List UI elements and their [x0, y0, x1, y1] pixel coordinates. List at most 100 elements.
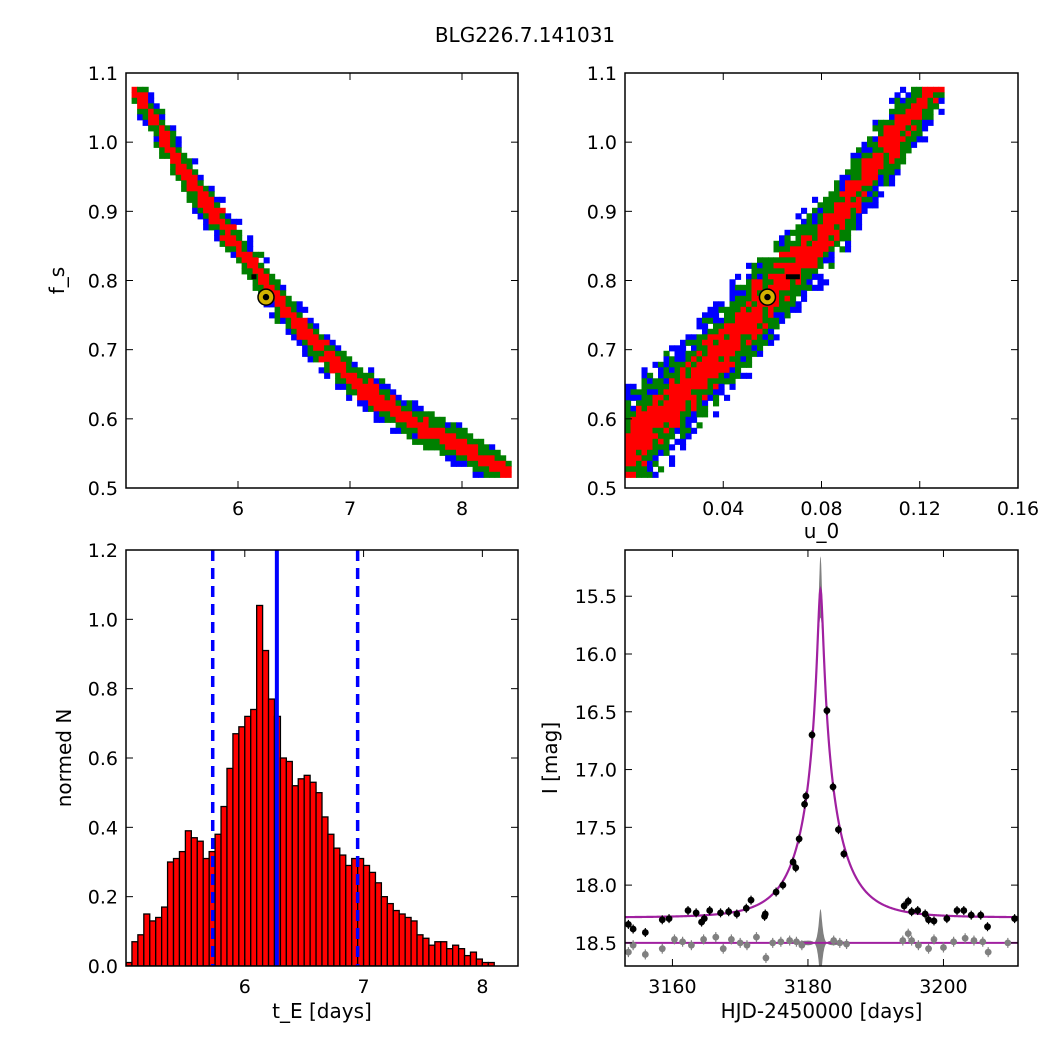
- cell-blue: [911, 141, 918, 148]
- cell-red: [691, 367, 698, 374]
- cell-green: [164, 152, 171, 159]
- cell-red: [461, 449, 468, 456]
- cell-red: [674, 383, 681, 390]
- cell-green: [757, 268, 764, 275]
- residual-point: [658, 945, 666, 953]
- cell-red: [186, 185, 193, 192]
- cell-red: [663, 411, 670, 418]
- cell-red: [641, 416, 648, 423]
- residual-point: [961, 934, 969, 942]
- cell-green: [489, 471, 496, 478]
- cell-red: [203, 202, 210, 209]
- cell-red: [197, 191, 204, 198]
- cell-green: [423, 444, 430, 451]
- cell-red: [467, 444, 474, 451]
- residual-point: [625, 948, 632, 956]
- data-point: [925, 916, 932, 924]
- cell-green: [894, 158, 901, 165]
- cell-red: [696, 372, 703, 379]
- cell-blue: [192, 158, 199, 165]
- cell-red: [817, 251, 824, 258]
- cell-green: [812, 229, 819, 236]
- cell-blue: [368, 367, 375, 374]
- cell-green: [718, 306, 725, 313]
- cell-red: [894, 130, 901, 137]
- cell-red: [850, 191, 857, 198]
- cell-green: [817, 202, 824, 209]
- cell-green: [779, 268, 786, 275]
- cell-green: [674, 361, 681, 368]
- cell-green: [680, 427, 687, 434]
- cell-green: [340, 378, 347, 385]
- x-tick-label: 0.04: [702, 498, 744, 520]
- cell-blue: [669, 367, 676, 374]
- cell-red: [823, 235, 830, 242]
- cell-blue: [669, 455, 676, 462]
- cell-red: [647, 438, 654, 445]
- cell-green: [362, 372, 369, 379]
- cell-green: [647, 471, 654, 478]
- cell-red: [192, 174, 199, 181]
- cell-red: [652, 394, 659, 401]
- cell-red: [153, 114, 160, 121]
- cell-green: [652, 378, 659, 385]
- cell-red: [225, 240, 232, 247]
- cell-red: [812, 246, 819, 253]
- cell-green: [922, 114, 929, 121]
- cell-red: [900, 119, 907, 126]
- cell-green: [762, 306, 769, 313]
- cell-blue: [269, 301, 276, 308]
- cell-green: [379, 411, 386, 418]
- cell-red: [159, 125, 166, 132]
- cell-blue: [828, 257, 835, 264]
- cell-blue: [669, 444, 676, 451]
- cell-green: [702, 345, 709, 352]
- cell-green: [153, 125, 160, 132]
- histogram-bar: [155, 916, 163, 966]
- cell-blue: [751, 345, 758, 352]
- cell-red: [740, 306, 747, 313]
- cell-red: [153, 119, 160, 126]
- cell-green: [762, 339, 769, 346]
- cell-green: [751, 273, 758, 280]
- cell-red: [674, 394, 681, 401]
- cell-blue: [175, 136, 182, 143]
- cell-blue: [938, 108, 945, 115]
- histogram-bar: [362, 864, 371, 966]
- cell-red: [779, 279, 786, 286]
- cell-green: [658, 466, 665, 473]
- cell-green: [379, 389, 386, 396]
- cell-red: [812, 257, 819, 264]
- histogram-bar: [315, 792, 323, 966]
- cell-red: [148, 108, 155, 115]
- residual-point: [914, 941, 922, 949]
- cell-green: [773, 317, 780, 324]
- cell-red: [927, 86, 934, 93]
- cell-green: [483, 466, 490, 473]
- cell-green: [856, 191, 863, 198]
- cell-red: [390, 394, 397, 401]
- cell-red: [867, 180, 874, 187]
- cell-blue: [702, 312, 709, 319]
- cell-red: [500, 460, 507, 467]
- cell-green: [713, 323, 720, 330]
- cell-red: [768, 273, 775, 280]
- cell-red: [302, 328, 309, 335]
- cell-red: [302, 323, 309, 330]
- cell-green: [779, 290, 786, 297]
- cell-green: [252, 284, 259, 291]
- y-tick-label: 0.9: [587, 201, 617, 223]
- cell-green: [713, 394, 720, 401]
- data-point: [684, 907, 692, 914]
- cell-green: [346, 389, 353, 396]
- cell-green: [773, 257, 780, 264]
- cell-blue: [735, 273, 742, 280]
- residual-point: [940, 944, 947, 951]
- heatmap-cells: [131, 86, 512, 478]
- data-point: [700, 915, 708, 923]
- cell-green: [735, 295, 742, 302]
- cell-blue: [839, 174, 846, 181]
- cell-red: [889, 147, 896, 154]
- cell-blue: [373, 378, 380, 385]
- cell-green: [175, 147, 182, 154]
